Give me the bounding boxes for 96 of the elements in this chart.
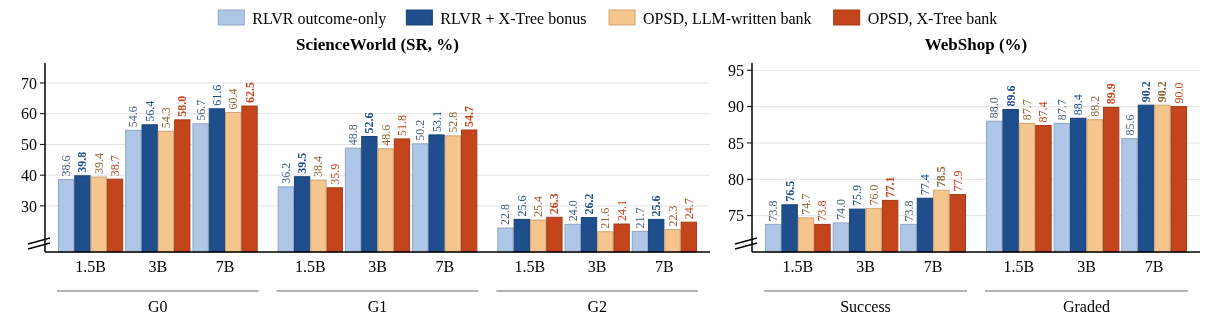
data-label: 26.3	[547, 193, 562, 215]
x-tick-label: 3B	[148, 258, 168, 275]
y-tick-label: 80	[728, 170, 744, 188]
data-label: 73.8	[901, 200, 916, 222]
data-label: 54.6	[126, 106, 141, 128]
data-label: 89.6	[1003, 85, 1018, 107]
y-tick-label: 50	[21, 136, 37, 154]
data-label: 25.6	[514, 195, 529, 217]
data-label: 22.8	[498, 204, 513, 226]
data-label: 39.8	[75, 151, 90, 173]
data-label: 48.6	[378, 124, 393, 146]
data-label: 88.4	[1071, 94, 1086, 116]
y-tick-label: 40	[21, 166, 37, 184]
data-label: 56.4	[142, 100, 157, 122]
text: G0	[148, 298, 168, 315]
y-tick-label: 30	[21, 197, 37, 215]
data-label: 73.8	[766, 200, 781, 222]
chart-title: WebShop (%)	[924, 35, 1028, 54]
x-tick-label: 7B	[435, 258, 455, 275]
data-label: 77.4	[917, 174, 932, 196]
data-label: 76.0	[866, 184, 881, 206]
x-tick-label: 3B	[1077, 258, 1096, 275]
text: Success	[840, 298, 891, 315]
data-label: 35.9	[327, 163, 342, 185]
data-label: 74.7	[799, 193, 814, 215]
data-label: 52.8	[445, 111, 460, 133]
data-label: 24.0	[565, 200, 580, 222]
data-label: 26.2	[582, 193, 597, 215]
text: G1	[367, 298, 388, 315]
data-label: 88.2	[1087, 95, 1102, 117]
data-label: 76.5	[782, 180, 797, 202]
x-tick-label: 1.5B	[1003, 258, 1035, 275]
chart-title: ScienceWorld (SR, %)	[296, 35, 459, 54]
data-label: 39.5	[295, 152, 310, 174]
data-label: 74.0	[833, 198, 848, 220]
y-tick-label: 85	[728, 134, 744, 152]
data-label: 90.0	[1171, 82, 1186, 104]
data-label: 87.7	[1020, 99, 1035, 121]
x-tick-label: 3B	[587, 258, 607, 275]
x-tick-label: 7B	[923, 258, 943, 275]
legend-label: OPSD, X-Tree bank	[867, 9, 998, 27]
x-tick-label: 7B	[215, 258, 235, 275]
y-tick-label: 70	[21, 74, 37, 92]
legend-label: OPSD, LLM-written bank	[643, 9, 812, 27]
data-label: 24.7	[681, 198, 696, 220]
data-label: 39.4	[91, 153, 106, 175]
data-label: 54.3	[158, 107, 173, 129]
data-label: 77.1	[883, 176, 898, 198]
text: G2	[587, 298, 607, 315]
data-label: 75.9	[850, 185, 865, 207]
data-label: 25.4	[531, 196, 546, 218]
x-tick-label: 1.5B	[294, 258, 326, 275]
data-label: 38.6	[59, 155, 74, 177]
data-label: 36.2	[278, 162, 293, 184]
text: Graded	[1062, 298, 1111, 315]
data-label: 77.9	[950, 170, 965, 192]
data-label: 87.7	[1054, 99, 1069, 121]
data-label: 54.7	[462, 106, 477, 127]
data-label: 78.5	[934, 166, 949, 188]
data-label: 21.6	[598, 207, 613, 229]
data-label: 24.1	[614, 200, 629, 222]
x-tick-label: 1.5B	[75, 258, 106, 275]
data-label: 90.2	[1155, 81, 1170, 103]
data-label: 38.4	[311, 156, 326, 178]
data-label: 85.6	[1122, 114, 1137, 136]
data-label: 56.7	[193, 99, 208, 121]
data-label: 88.0	[987, 97, 1002, 119]
x-tick-label: 3B	[856, 258, 875, 275]
legend-label: RLVR + X-Tree bonus	[440, 9, 587, 27]
y-tick-label: 75	[728, 207, 744, 225]
data-label: 60.4	[226, 88, 241, 110]
x-tick-label: 7B	[1144, 258, 1164, 275]
data-label: 25.6	[649, 195, 664, 217]
y-tick-label: 60	[21, 105, 37, 123]
x-tick-label: 3B	[368, 258, 387, 275]
data-label: 58.0	[175, 95, 190, 117]
data-label: 89.9	[1104, 83, 1119, 105]
data-label: 53.1	[429, 110, 444, 132]
legend-label: RLVR outcome-only	[252, 9, 387, 28]
data-label: 87.4	[1036, 101, 1051, 123]
y-tick-label: 90	[728, 98, 744, 116]
data-label: 21.7	[632, 207, 647, 229]
x-tick-label: 1.5B	[782, 258, 814, 275]
data-label: 48.8	[346, 124, 361, 146]
data-label: 50.2	[413, 119, 428, 141]
data-label: 90.2	[1138, 81, 1153, 103]
y-tick-label: 95	[728, 61, 744, 79]
data-label: 61.6	[209, 84, 224, 106]
x-tick-label: 7B	[655, 258, 674, 275]
data-label: 62.5	[242, 82, 257, 104]
data-label: 38.7	[108, 155, 123, 177]
data-label: 51.8	[394, 114, 409, 136]
data-label: 73.8	[815, 200, 830, 222]
data-label: 22.3	[665, 205, 680, 227]
data-label: 52.6	[362, 112, 377, 134]
x-tick-label: 1.5B	[514, 258, 546, 275]
